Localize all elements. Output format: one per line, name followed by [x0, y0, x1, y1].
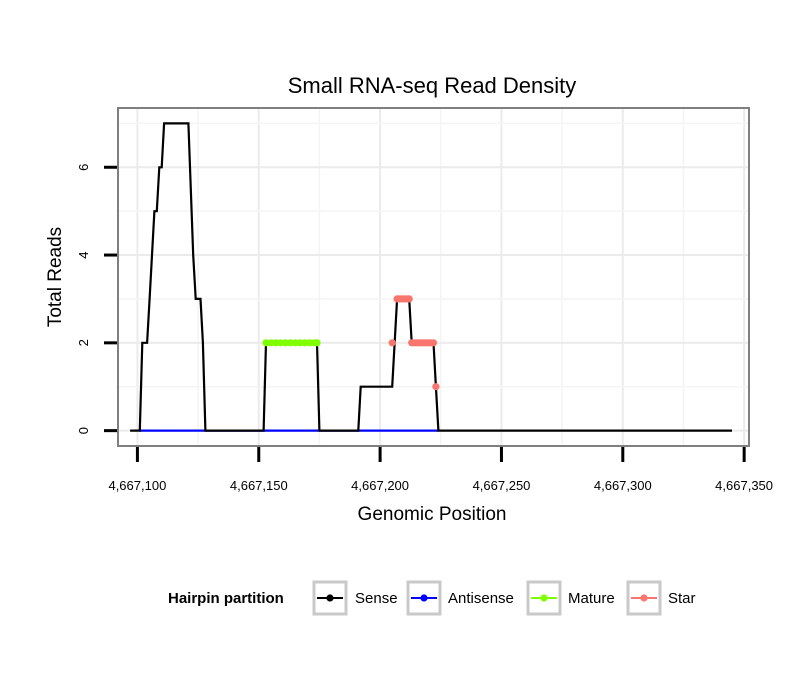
x-axis: 4,667,100 4,667,150 4,667,200 4,667,250 4,66…: [108, 447, 773, 493]
y-tick-label: 0: [76, 427, 91, 434]
y-tick-label: 4: [76, 251, 91, 258]
x-tick-label: 4,667,250: [473, 478, 531, 493]
legend-key-point: [640, 594, 648, 602]
x-tick-label: 4,667,300: [594, 478, 652, 493]
plot-panel-border: [117, 107, 750, 447]
x-tick-label: 4,667,100: [108, 478, 166, 493]
legend: Hairpin partition Sense Antisense Mature St…: [168, 580, 696, 616]
legend-item-star: Star: [626, 580, 696, 616]
series-layer: [130, 122, 732, 432]
mature-point: [313, 339, 321, 347]
chart-title: Small RNA-seq Read Density: [288, 73, 577, 98]
legend-key-point: [540, 594, 548, 602]
x-tick-label: 4,667,150: [230, 478, 288, 493]
y-tick-label: 2: [76, 339, 91, 346]
mature-series: [262, 339, 321, 347]
x-tick-label: 4,667,350: [715, 478, 773, 493]
y-axis-label: Total Reads: [45, 227, 66, 327]
legend-item-mature: Mature: [526, 580, 615, 616]
plot-panel-background: [118, 108, 749, 446]
star-point: [429, 339, 438, 347]
legend-item-antisense: Antisense: [406, 580, 514, 616]
x-tick-label: 4,667,200: [351, 478, 409, 493]
legend-item-sense: Sense: [312, 580, 398, 616]
star-point: [432, 383, 440, 391]
x-axis-label: Genomic Position: [358, 504, 507, 525]
legend-label-star: Star: [668, 590, 696, 607]
star-point: [405, 295, 413, 303]
sense-series-line: [130, 122, 732, 432]
legend-key-point: [420, 594, 428, 602]
legend-label-antisense: Antisense: [448, 590, 514, 607]
legend-key-point: [326, 594, 334, 602]
legend-title: Hairpin partition: [168, 590, 284, 607]
star-point: [388, 339, 396, 347]
legend-label-mature: Mature: [568, 590, 615, 607]
y-axis: 0 2 4 6: [76, 164, 117, 434]
legend-label-sense: Sense: [355, 590, 398, 607]
y-tick-label: 6: [76, 164, 91, 171]
star-series: [388, 295, 440, 391]
